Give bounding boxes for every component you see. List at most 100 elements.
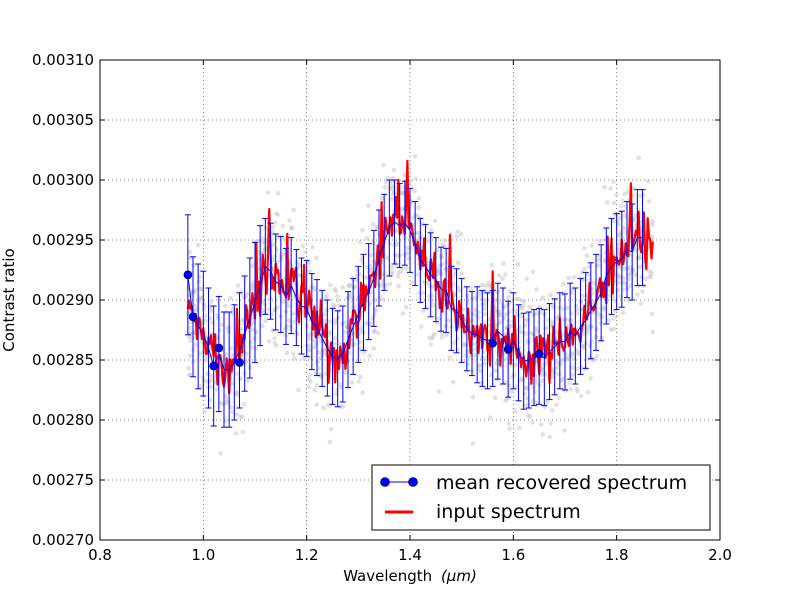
scatter-point [523,385,529,391]
recovered-point-marker [183,270,193,280]
scatter-point [596,258,602,263]
scatter-point [358,346,364,352]
svg-text:Wavelength (μm): Wavelength (μm) [343,567,477,585]
scatter-point [418,234,424,239]
scatter-point [442,238,448,243]
scatter-point [215,335,221,341]
y-tick-label: 0.00295 [32,231,94,249]
scatter-point [391,167,397,173]
scatter-point [310,244,315,250]
scatter-point [218,401,223,406]
scatter-point [502,356,508,362]
scatter-point [570,365,575,370]
scatter-point [306,385,312,390]
scatter-point [494,361,500,366]
scatter-point [270,225,276,230]
scatter-point [554,329,559,335]
scatter-point [193,342,198,347]
scatter-point [443,332,449,338]
scatter-point [367,353,373,359]
scatter-point [234,371,240,376]
x-tick-label: 1.6 [501,546,525,564]
scatter-point [193,303,199,309]
scatter-point [303,249,308,255]
scatter-point [307,336,313,341]
scatter-point [615,287,620,293]
scatter-point [331,302,336,307]
scatter-point [575,351,581,357]
recovered-point-marker [209,361,218,371]
scatter-point [636,155,641,160]
scatter-point [379,195,385,201]
scatter-point [524,317,529,323]
scatter-point [292,356,297,361]
scatter-point [570,351,575,357]
scatter-point [479,296,484,302]
legend-input-label: input spectrum [436,501,581,523]
scatter-point [368,290,374,295]
scatter-point [195,243,201,248]
scatter-point [336,303,342,309]
scatter-point [198,286,203,291]
scatter-point [385,175,390,181]
scatter-point [649,234,655,239]
scatter-point [639,274,644,280]
scatter-point [579,299,584,304]
scatter-point [509,389,514,394]
scatter-point [260,323,265,329]
legend-box [371,464,711,531]
scatter-point [358,326,364,332]
x-tick-label: 2.0 [708,546,732,564]
scatter-point [210,320,216,325]
scatter-point [439,254,445,260]
scatter-point [432,218,438,224]
scatter-point [251,280,256,285]
scatter-point [272,220,278,226]
scatter-point [565,305,570,311]
scatter-point [188,319,193,325]
scatter-point [477,292,482,297]
scatter-point [618,229,624,235]
scatter-point [357,240,363,245]
scatter-point [296,387,301,393]
scatter-point [588,376,593,381]
scatter-point [382,185,387,190]
scatter-point [515,261,521,267]
scatter-point [416,272,421,277]
scatter-point [389,269,394,275]
scatter-point [240,429,246,435]
scatter-point [596,263,601,268]
scatter-point [614,192,619,198]
scatter-point [340,285,346,290]
scatter-point [381,162,386,168]
scatter-point [631,217,637,223]
scatter-point [337,382,343,388]
scatter-point [374,226,380,231]
scatter-point [506,421,512,426]
scatter-point [420,221,425,227]
scatter-point [322,318,328,323]
scatter-point [606,318,612,323]
scatter-point [524,331,529,336]
scatter-point [589,243,595,248]
scatter-point [452,340,458,346]
scatter-point [496,321,502,326]
scatter-point [510,374,515,380]
scatter-point [233,431,239,436]
scatter-point [501,261,506,266]
recovered-point-marker [188,312,198,322]
scatter-point [471,394,476,400]
scatter-point [578,393,584,399]
scatter-point [345,324,350,329]
x-tick-label: 1.2 [295,546,319,564]
scatter-point [586,272,591,277]
scatter-point [584,253,590,258]
scatter-point [322,312,327,318]
scatter-point [395,241,400,247]
scatter-point [589,339,594,345]
scatter-point [283,333,288,338]
scatter-point [202,409,207,415]
scatter-point [406,256,412,261]
scatter-point [482,311,488,317]
scatter-point [431,302,436,308]
